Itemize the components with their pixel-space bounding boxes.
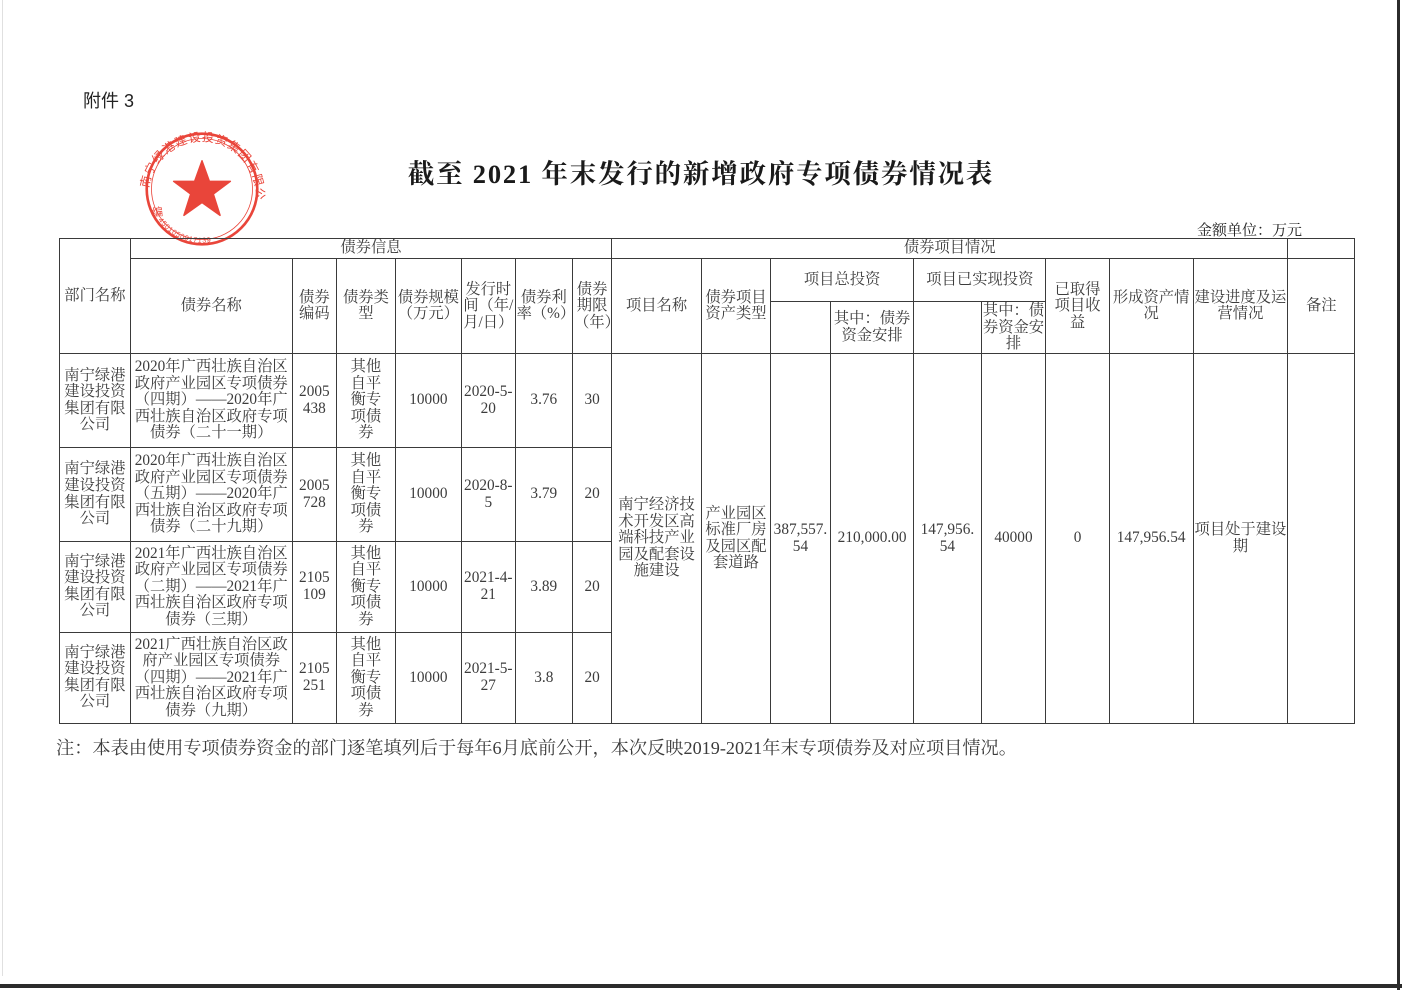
svg-text:编: 编 [151,203,164,220]
